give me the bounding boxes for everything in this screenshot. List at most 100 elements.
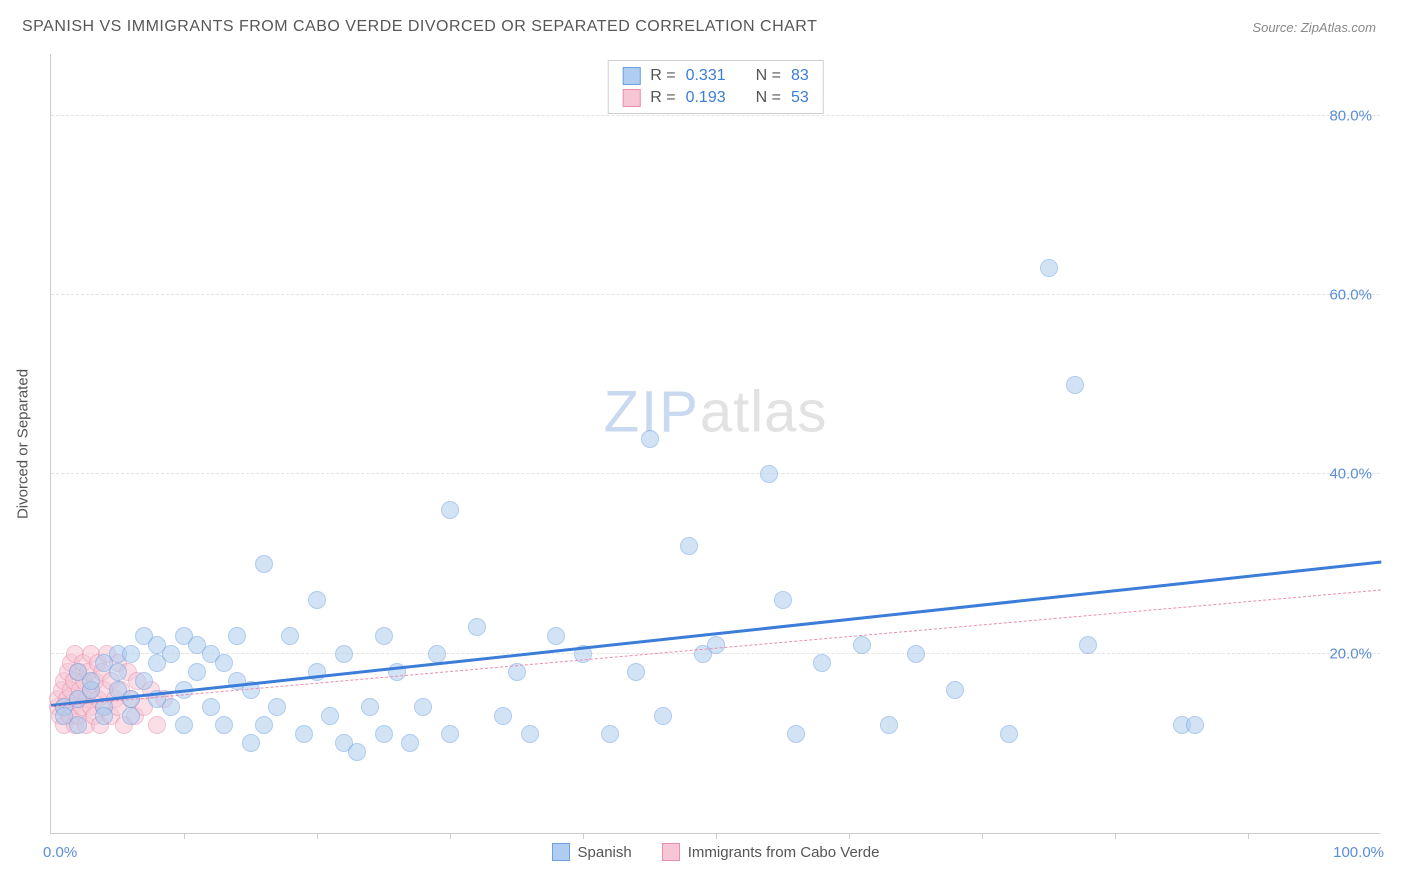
data-point — [494, 707, 512, 725]
data-point — [361, 698, 379, 716]
data-point — [122, 707, 140, 725]
data-point — [122, 645, 140, 663]
data-point — [69, 716, 87, 734]
watermark: ZIPatlas — [604, 379, 828, 446]
data-point — [654, 707, 672, 725]
gridline — [51, 115, 1380, 116]
x-max-label: 100.0% — [1333, 844, 1384, 861]
y-tick-label: 60.0% — [1329, 287, 1372, 304]
scatter-plot-area: ZIPatlas Divorced or Separated R =0.331N… — [50, 54, 1380, 834]
y-tick-label: 40.0% — [1329, 466, 1372, 483]
data-point — [308, 591, 326, 609]
data-point — [601, 725, 619, 743]
legend-swatch — [662, 843, 680, 861]
data-point — [774, 591, 792, 609]
data-point — [135, 672, 153, 690]
data-point — [468, 618, 486, 636]
data-point — [215, 716, 233, 734]
data-point — [707, 636, 725, 654]
data-point — [1066, 376, 1084, 394]
data-point — [401, 734, 419, 752]
source-label: Source: — [1252, 20, 1297, 35]
legend-swatch — [622, 67, 640, 85]
data-point — [162, 645, 180, 663]
data-point — [907, 645, 925, 663]
n-label: N = — [756, 67, 781, 85]
data-point — [335, 645, 353, 663]
data-point — [148, 716, 166, 734]
data-point — [281, 627, 299, 645]
stats-row: R =0.331N =83 — [622, 65, 809, 87]
r-label: R = — [650, 89, 675, 107]
x-tick — [982, 833, 983, 839]
data-point — [813, 654, 831, 672]
data-point — [375, 627, 393, 645]
data-point — [175, 716, 193, 734]
y-tick-label: 20.0% — [1329, 645, 1372, 662]
legend-label: Immigrants from Cabo Verde — [688, 844, 880, 861]
data-point — [242, 734, 260, 752]
stats-row: R = 0.193 N = 53 — [622, 87, 809, 109]
data-point — [228, 627, 246, 645]
data-point — [348, 743, 366, 761]
source-attribution: Source: ZipAtlas.com — [1252, 20, 1376, 35]
gridline — [51, 294, 1380, 295]
source-name: ZipAtlas.com — [1301, 20, 1376, 35]
r-value: 0.331 — [686, 67, 726, 85]
watermark-atlas: atlas — [700, 380, 828, 445]
data-point — [215, 654, 233, 672]
data-point — [441, 501, 459, 519]
data-point — [547, 627, 565, 645]
data-point — [295, 725, 313, 743]
trend-line — [51, 561, 1381, 707]
data-point — [1040, 259, 1058, 277]
x-tick — [1115, 833, 1116, 839]
data-point — [1000, 725, 1018, 743]
data-point — [880, 716, 898, 734]
data-point — [627, 663, 645, 681]
x-min-label: 0.0% — [43, 844, 77, 861]
data-point — [95, 707, 113, 725]
data-point — [82, 672, 100, 690]
series-legend: Spanish Immigrants from Cabo Verde — [552, 843, 880, 861]
legend-item: Spanish — [552, 843, 632, 861]
data-point — [375, 725, 393, 743]
data-point — [428, 645, 446, 663]
data-point — [441, 725, 459, 743]
data-point — [162, 698, 180, 716]
data-point — [188, 663, 206, 681]
n-value: 53 — [791, 89, 809, 107]
data-point — [787, 725, 805, 743]
x-tick — [450, 833, 451, 839]
x-tick — [583, 833, 584, 839]
x-tick — [849, 833, 850, 839]
x-tick — [317, 833, 318, 839]
data-point — [1186, 716, 1204, 734]
data-point — [760, 465, 778, 483]
data-point — [255, 555, 273, 573]
legend-swatch — [622, 89, 640, 107]
x-tick — [184, 833, 185, 839]
r-value: 0.193 — [686, 89, 726, 107]
data-point — [1079, 636, 1097, 654]
correlation-stats-legend: R = 0.331 N = 83 R = 0.193 N = 53 — [607, 60, 824, 114]
legend-label: Spanish — [578, 844, 632, 861]
y-axis-title: Divorced or Separated — [15, 368, 32, 518]
data-point — [521, 725, 539, 743]
data-point — [680, 537, 698, 555]
data-point — [853, 636, 871, 654]
data-point — [641, 430, 659, 448]
x-tick — [716, 833, 717, 839]
legend-swatch — [552, 843, 570, 861]
chart-title: SPANISH VS IMMIGRANTS FROM CABO VERDE DI… — [22, 18, 817, 36]
data-point — [268, 698, 286, 716]
y-tick-label: 80.0% — [1329, 107, 1372, 124]
n-value: 83 — [791, 67, 809, 85]
n-label: N = — [756, 89, 781, 107]
data-point — [946, 681, 964, 699]
data-point — [255, 716, 273, 734]
legend-item: Immigrants from Cabo Verde — [662, 843, 880, 861]
x-tick — [1248, 833, 1249, 839]
data-point — [414, 698, 432, 716]
gridline — [51, 473, 1380, 474]
